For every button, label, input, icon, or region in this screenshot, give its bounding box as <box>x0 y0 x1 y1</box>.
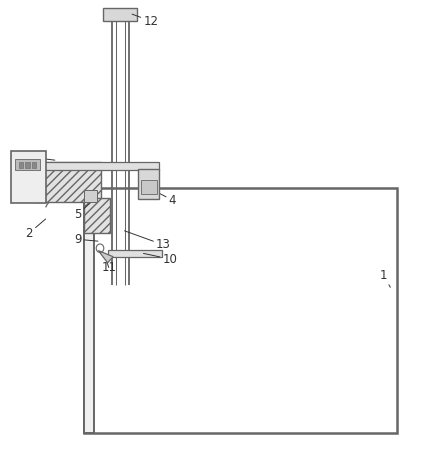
Bar <box>84 188 397 433</box>
Bar <box>32 162 36 168</box>
Text: 4: 4 <box>150 188 176 207</box>
Text: 11: 11 <box>101 260 116 274</box>
Bar <box>36 162 101 202</box>
Bar <box>138 169 159 199</box>
Bar <box>84 188 94 433</box>
Bar <box>84 198 110 233</box>
Text: 12: 12 <box>132 14 159 28</box>
Text: 10: 10 <box>143 252 177 266</box>
Bar <box>36 162 159 170</box>
Bar <box>25 162 30 168</box>
Text: 2: 2 <box>25 219 46 240</box>
Bar <box>108 250 162 257</box>
Text: 3: 3 <box>32 151 55 164</box>
Bar <box>103 8 137 21</box>
Bar <box>11 151 46 203</box>
Text: 9: 9 <box>74 233 98 246</box>
Bar <box>141 180 157 194</box>
Text: 13: 13 <box>124 231 171 252</box>
Polygon shape <box>98 251 113 263</box>
Text: 5: 5 <box>74 203 91 221</box>
Bar <box>84 190 97 202</box>
Bar <box>19 162 23 168</box>
Bar <box>15 159 40 170</box>
Text: 1: 1 <box>380 269 390 287</box>
